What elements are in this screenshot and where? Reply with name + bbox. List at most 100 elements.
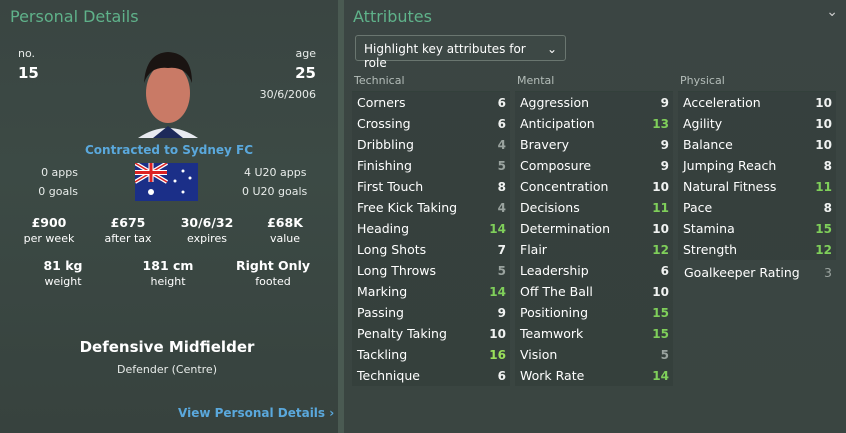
attribute-value: 10 <box>652 221 669 236</box>
attribute-row[interactable]: Decisions 11 <box>515 197 673 218</box>
attribute-row[interactable]: Work Rate 14 <box>515 365 673 386</box>
attribute-value: 14 <box>489 221 506 236</box>
chevron-down-icon[interactable]: ⌄ <box>826 4 838 20</box>
attribute-row[interactable]: Penalty Taking 10 <box>352 323 510 344</box>
attribute-column-mental: Mental Aggression 9 Anticipation 13 Bravery 9 C… <box>515 74 673 386</box>
panel-title: Attributes <box>353 7 432 26</box>
attribute-row[interactable]: Vision 5 <box>515 344 673 365</box>
attribute-name: Positioning <box>520 305 588 320</box>
attribute-row[interactable]: Teamwork 15 <box>515 323 673 344</box>
attribute-value: 8 <box>823 158 832 173</box>
apps: 0 apps <box>41 166 78 179</box>
attribute-name: Heading <box>357 221 410 236</box>
attribute-row[interactable]: Acceleration 10 <box>678 92 836 113</box>
attribute-value: 6 <box>497 95 506 110</box>
attribute-row[interactable]: Composure 9 <box>515 155 673 176</box>
attribute-name: Anticipation <box>520 116 595 131</box>
attribute-row[interactable]: Long Shots 7 <box>352 239 510 260</box>
attribute-row[interactable]: Jumping Reach 8 <box>678 155 836 176</box>
attribute-value: 11 <box>815 179 832 194</box>
attribute-name: Acceleration <box>683 95 761 110</box>
chevron-down-icon: ⌄ <box>546 42 557 56</box>
attribute-name: Vision <box>520 347 558 362</box>
attribute-value: 5 <box>497 263 506 278</box>
personal-details-panel: Personal Details no. 15 age 25 30/6/2006… <box>0 0 338 433</box>
attribute-name: Teamwork <box>520 326 584 341</box>
attribute-name: Dribbling <box>357 137 414 152</box>
attributes-panel: Attributes ⌄ <box>344 0 846 433</box>
attribute-row[interactable]: First Touch 8 <box>352 176 510 197</box>
attribute-column-technical: Technical Corners 6 Crossing 6 Dribbling 4 Fini… <box>352 74 510 386</box>
view-personal-details-link[interactable]: View Personal Details › <box>178 406 335 420</box>
attribute-row[interactable]: Stamina 15 <box>678 218 836 239</box>
attribute-value: 10 <box>815 95 832 110</box>
contract-club-link[interactable]: Contracted to Sydney FC <box>85 143 253 157</box>
attribute-row[interactable]: Tackling 16 <box>352 344 510 365</box>
attribute-name: Composure <box>520 158 592 173</box>
attribute-row[interactable]: Concentration 10 <box>515 176 673 197</box>
attribute-value: 9 <box>660 137 669 152</box>
attribute-value: 10 <box>652 179 669 194</box>
attribute-row[interactable]: Dribbling 4 <box>352 134 510 155</box>
attribute-value: 9 <box>660 95 669 110</box>
australia-flag-icon <box>135 163 198 201</box>
attribute-row[interactable]: Free Kick Taking 4 <box>352 197 510 218</box>
highlight-role-dropdown[interactable]: Highlight key attributes for role ⌄ <box>355 35 566 70</box>
attribute-row[interactable]: Determination 10 <box>515 218 673 239</box>
position: Defensive Midfielder <box>79 338 255 356</box>
attribute-row[interactable]: Pace 8 <box>678 197 836 218</box>
attribute-row[interactable]: Heading 14 <box>352 218 510 239</box>
attribute-value: 15 <box>652 326 669 341</box>
attribute-value: 8 <box>497 179 506 194</box>
attribute-value: 12 <box>652 242 669 257</box>
attribute-row[interactable]: Technique 6 <box>352 365 510 386</box>
attribute-column-physical: Physical Acceleration 10 Agility 10 Balance 10… <box>678 74 836 260</box>
attribute-value: 6 <box>497 116 506 131</box>
attribute-value: 14 <box>489 284 506 299</box>
attribute-name: Bravery <box>520 137 569 152</box>
attribute-value: 6 <box>497 368 506 383</box>
attribute-row[interactable]: Passing 9 <box>352 302 510 323</box>
panel-divider <box>338 0 344 433</box>
attribute-value: 10 <box>815 116 832 131</box>
date-of-birth: 30/6/2006 <box>259 88 316 101</box>
goalkeeper-rating: Goalkeeper Rating 3 <box>684 265 832 280</box>
squad-number: 15 <box>18 64 39 82</box>
attribute-name: Decisions <box>520 200 580 215</box>
attribute-row[interactable]: Crossing 6 <box>352 113 510 134</box>
attribute-row[interactable]: Leadership 6 <box>515 260 673 281</box>
attribute-row[interactable]: Bravery 9 <box>515 134 673 155</box>
attribute-row[interactable]: Corners 6 <box>352 92 510 113</box>
attribute-row[interactable]: Long Throws 5 <box>352 260 510 281</box>
attribute-row[interactable]: Strength 12 <box>678 239 836 260</box>
attribute-name: Leadership <box>520 263 589 278</box>
attribute-value: 10 <box>815 137 832 152</box>
attribute-row[interactable]: Positioning 15 <box>515 302 673 323</box>
attribute-row[interactable]: Balance 10 <box>678 134 836 155</box>
attribute-name: Finishing <box>357 158 412 173</box>
attribute-value: 8 <box>823 200 832 215</box>
attribute-value: 15 <box>815 221 832 236</box>
attribute-name: Balance <box>683 137 733 152</box>
attribute-row[interactable]: Anticipation 13 <box>515 113 673 134</box>
attribute-row[interactable]: Natural Fitness 11 <box>678 176 836 197</box>
attribute-value: 16 <box>489 347 506 362</box>
attribute-value: 12 <box>815 242 832 257</box>
attribute-row[interactable]: Flair 12 <box>515 239 673 260</box>
number-label: no. <box>18 47 36 60</box>
attribute-row[interactable]: Agility 10 <box>678 113 836 134</box>
height: 181 cm height <box>142 258 194 288</box>
attribute-value: 10 <box>489 326 506 341</box>
attribute-row[interactable]: Aggression 9 <box>515 92 673 113</box>
footedness: Right Only footed <box>235 258 311 288</box>
attribute-value: 5 <box>660 347 669 362</box>
attribute-value: 4 <box>497 200 506 215</box>
column-header: Physical <box>678 74 836 92</box>
attribute-value: 10 <box>652 284 669 299</box>
attribute-name: Aggression <box>520 95 590 110</box>
attribute-name: Work Rate <box>520 368 585 383</box>
panel-title: Personal Details <box>10 7 139 26</box>
attribute-row[interactable]: Finishing 5 <box>352 155 510 176</box>
attribute-row[interactable]: Off The Ball 10 <box>515 281 673 302</box>
attribute-row[interactable]: Marking 14 <box>352 281 510 302</box>
